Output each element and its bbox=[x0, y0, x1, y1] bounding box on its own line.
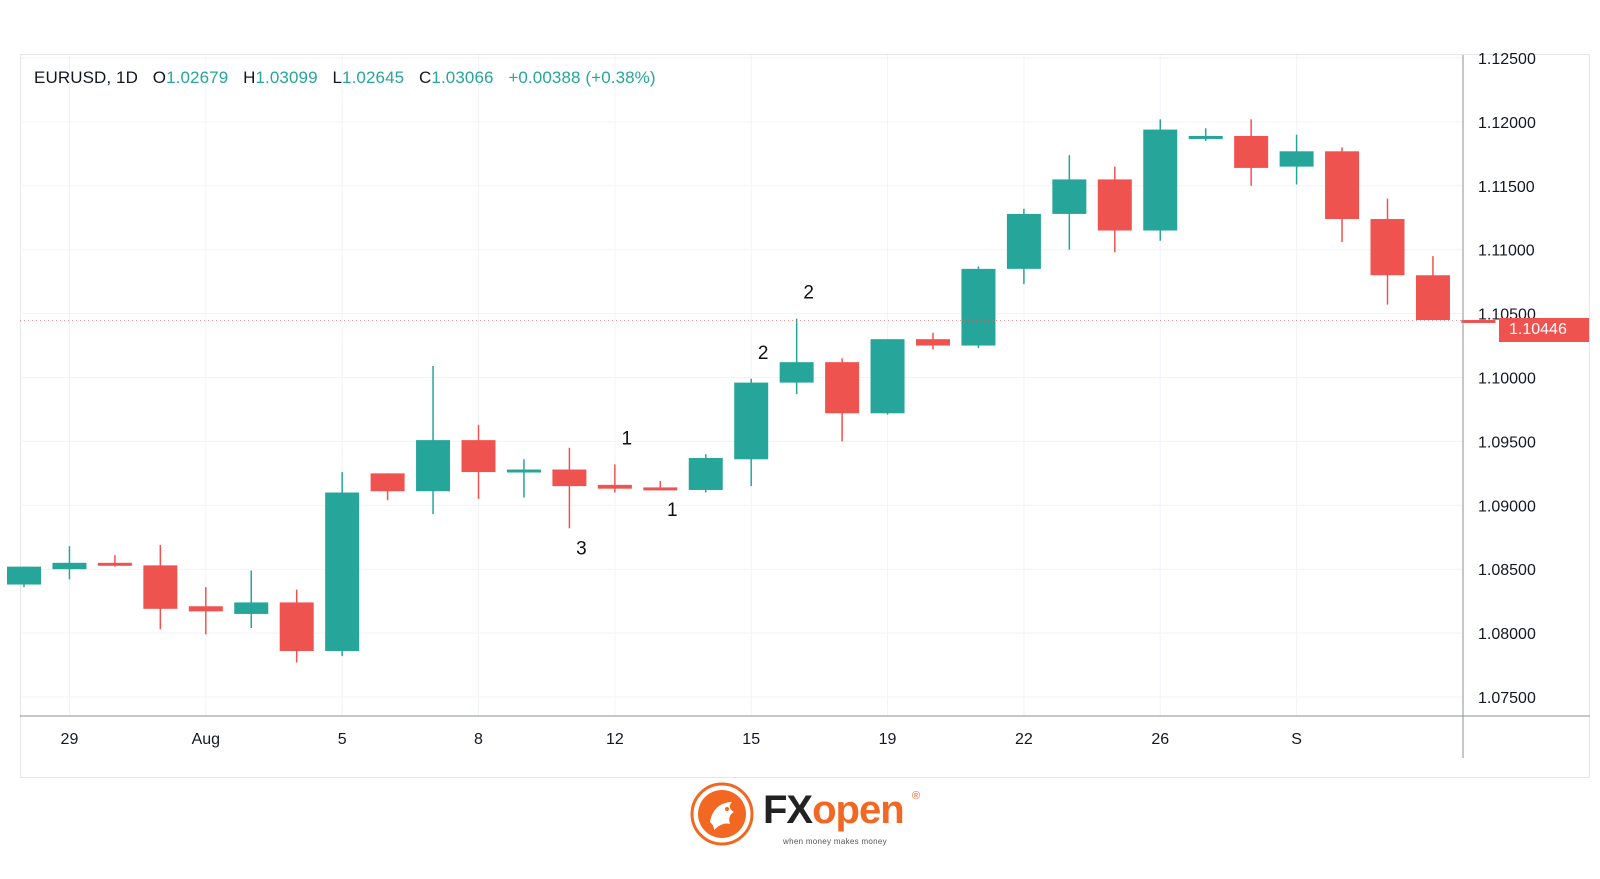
candle-body bbox=[1279, 151, 1314, 167]
candle-body bbox=[506, 469, 541, 473]
y-tick-label: 1.12000 bbox=[1478, 115, 1536, 132]
brand-tagline: when money makes money bbox=[783, 837, 887, 846]
candle-body bbox=[1143, 129, 1178, 231]
candle-body bbox=[325, 492, 360, 651]
brand-name-suffix: open bbox=[812, 788, 905, 832]
x-tick-label: 12 bbox=[606, 731, 624, 748]
wave-label: 2 bbox=[803, 283, 814, 304]
candle-body bbox=[97, 562, 132, 566]
symbol-label[interactable]: EURUSD, 1D bbox=[34, 68, 138, 87]
candle-body bbox=[734, 382, 769, 460]
low-value: 1.02645 bbox=[342, 68, 405, 87]
close-label: C bbox=[419, 68, 432, 87]
candle-body bbox=[688, 458, 723, 490]
candle-body bbox=[416, 440, 451, 492]
x-tick-label: Aug bbox=[192, 731, 220, 748]
close-value: 1.03066 bbox=[431, 68, 494, 87]
candle-body bbox=[825, 362, 860, 414]
wave-label: 3 bbox=[576, 538, 587, 559]
candle-body bbox=[1188, 135, 1223, 139]
x-tick-label: 22 bbox=[1015, 731, 1033, 748]
open-value: 1.02679 bbox=[166, 68, 229, 87]
y-tick-label: 1.08000 bbox=[1478, 626, 1536, 643]
candle-body bbox=[643, 487, 678, 491]
wave-label: 2 bbox=[758, 343, 769, 364]
brand-name: FXopen bbox=[763, 788, 905, 833]
y-tick-label: 1.09500 bbox=[1478, 434, 1536, 451]
candle-body bbox=[1461, 319, 1496, 323]
y-tick-label: 1.10000 bbox=[1478, 371, 1536, 388]
y-tick-label: 1.12500 bbox=[1478, 51, 1536, 68]
candle-body bbox=[1234, 135, 1269, 168]
candle-body bbox=[52, 562, 87, 570]
candle-body bbox=[916, 339, 950, 346]
ohlc-legend: EURUSD, 1D O1.02679 H1.03099 L1.02645 C1… bbox=[34, 68, 656, 88]
candle-body bbox=[597, 484, 632, 489]
brand-name-prefix: FX bbox=[763, 788, 813, 832]
candle-body bbox=[1370, 219, 1405, 276]
candle-body bbox=[370, 473, 405, 492]
candle-body bbox=[234, 602, 269, 614]
wave-label: 1 bbox=[622, 428, 633, 449]
y-tick-label: 1.07500 bbox=[1478, 690, 1536, 707]
low-label: L bbox=[332, 68, 343, 87]
brand-logo: FXopen ® when money makes money bbox=[690, 782, 930, 852]
candle-body bbox=[870, 339, 905, 414]
candle-body bbox=[188, 606, 223, 612]
candle-body bbox=[7, 566, 41, 585]
open-label: O bbox=[152, 68, 167, 87]
y-tick-label: 1.11500 bbox=[1478, 179, 1535, 196]
candle-body bbox=[461, 440, 496, 473]
y-tick-label: 1.11000 bbox=[1478, 243, 1535, 260]
candles bbox=[7, 119, 1496, 663]
candle-body bbox=[779, 362, 814, 383]
candle-body bbox=[279, 602, 314, 651]
axes: 1.125001.120001.115001.110001.105001.100… bbox=[20, 51, 1590, 758]
candle-body bbox=[143, 565, 178, 609]
x-tick-label: 15 bbox=[742, 731, 760, 748]
x-tick-label: 5 bbox=[338, 731, 347, 748]
x-tick-label: S bbox=[1291, 731, 1302, 748]
change-value: +0.00388 (+0.38%) bbox=[508, 68, 656, 87]
y-tick-label: 1.09000 bbox=[1478, 498, 1536, 515]
high-value: 1.03099 bbox=[255, 68, 318, 87]
y-tick-label: 1.08500 bbox=[1478, 562, 1536, 579]
x-tick-label: 8 bbox=[474, 731, 483, 748]
wave-annotations: 3 1 1 2 2 bbox=[576, 283, 814, 560]
last-price-tag: 1.10446 bbox=[1499, 318, 1589, 342]
candle-body bbox=[1052, 179, 1087, 214]
candle-body bbox=[1325, 151, 1360, 220]
candle-body bbox=[1006, 213, 1041, 269]
candle-body bbox=[961, 268, 996, 346]
x-tick-label: 19 bbox=[879, 731, 897, 748]
high-label: H bbox=[243, 68, 256, 87]
registered-mark: ® bbox=[912, 790, 921, 802]
candle-body bbox=[552, 469, 587, 487]
candle-body bbox=[1415, 275, 1450, 320]
lion-icon bbox=[690, 782, 754, 846]
x-tick-label: 26 bbox=[1151, 731, 1169, 748]
candle-body bbox=[1097, 179, 1132, 231]
wave-label: 1 bbox=[667, 500, 678, 521]
x-tick-label: 29 bbox=[61, 731, 79, 748]
